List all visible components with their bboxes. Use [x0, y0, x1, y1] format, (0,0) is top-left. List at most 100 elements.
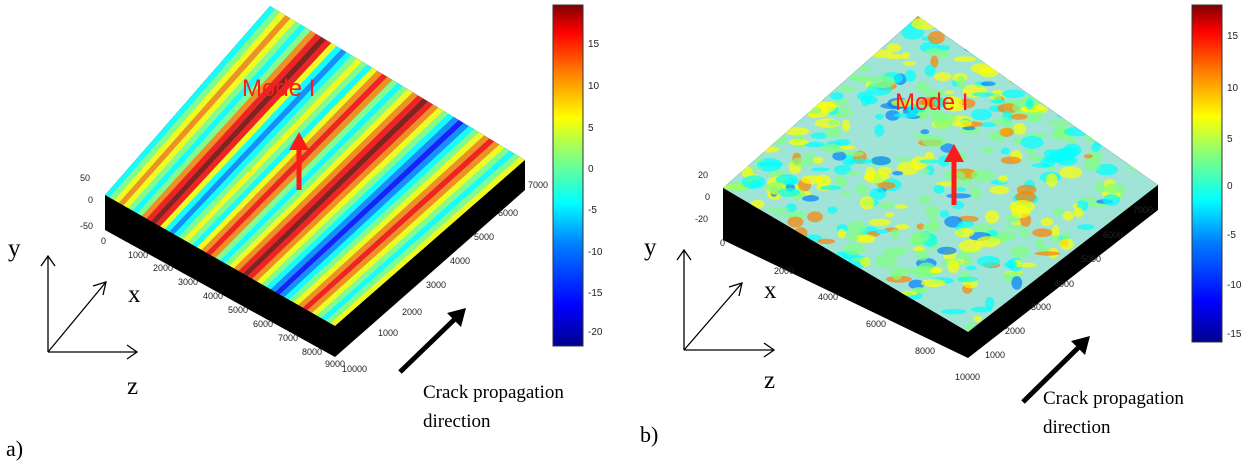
y-axis-letter: y: [644, 234, 657, 261]
surface-patch: [957, 276, 978, 283]
surface-ridge: [169, 49, 347, 235]
surface-patch: [1094, 180, 1105, 193]
surface-patch: [810, 132, 828, 139]
surface-patch: [1045, 173, 1058, 188]
colorbar-tick: 5: [588, 123, 594, 134]
surface-patch: [1008, 74, 1034, 84]
surface-patch: [1062, 210, 1074, 221]
surface-patch: [777, 188, 800, 197]
surface-patch: [785, 203, 797, 213]
surface-patch: [858, 65, 871, 71]
surface-patch: [956, 187, 966, 193]
surface-patch: [925, 48, 943, 56]
surface-ridge: [141, 30, 316, 219]
surface-patch: [791, 157, 814, 167]
x-tick: 8000: [915, 346, 935, 356]
surface-patch: [977, 255, 1001, 267]
surface-patch: [1094, 133, 1120, 140]
x-tick: 1000: [128, 250, 148, 260]
surface-patch: [922, 136, 947, 148]
colorbar-tick: 0: [1227, 181, 1233, 192]
x-tick: 0: [720, 238, 725, 248]
surface-patch: [972, 92, 995, 97]
surface-patch: [1102, 183, 1127, 194]
surface-roughness: [724, 16, 1151, 332]
surface-patch: [820, 185, 842, 190]
surface-patch: [820, 144, 847, 153]
surface-patch: [933, 184, 945, 194]
surface-patch: [1032, 228, 1053, 237]
surface-patch: [874, 113, 884, 120]
colorbar-tick: 0: [588, 164, 594, 175]
crack-label-line1: Crack propagation: [1043, 388, 1184, 409]
surface-patch: [837, 86, 857, 92]
surface-patch: [1056, 114, 1066, 118]
crack-arrow-shaft: [1021, 342, 1084, 404]
surface-patch: [915, 248, 929, 261]
colorbar-tick: -5: [588, 205, 597, 216]
surface-ridge: [266, 113, 454, 290]
surface-patch: [877, 166, 892, 176]
y-tick: 1000: [985, 350, 1005, 360]
surface-patch: [919, 159, 939, 164]
surface-patch: [891, 268, 903, 281]
surface-ridge: [289, 129, 480, 303]
surface-ridge: [105, 6, 276, 198]
surface-patch: [801, 195, 820, 202]
surface-ridge: [261, 110, 449, 287]
surface-ridge: [220, 83, 403, 264]
surface-ridge: [238, 95, 423, 274]
surface-patch: [1078, 116, 1100, 124]
surface-patch: [1006, 75, 1029, 82]
surface-patch: [1051, 224, 1060, 238]
surface-patch: [788, 139, 809, 146]
surface-patch: [840, 190, 851, 196]
surface-patch: [1025, 148, 1037, 155]
surface-ridge: [118, 15, 291, 206]
surface-patch: [1010, 204, 1031, 219]
x-tick-group: 0 1000 2000 3000 4000 5000 6000 7000 800…: [101, 236, 367, 374]
surface-ridge: [164, 46, 342, 232]
surface-ridge: [178, 55, 357, 240]
surface-patch: [770, 133, 787, 145]
surface-patch: [893, 113, 917, 118]
crack-arrow-head: [447, 308, 466, 327]
x-tick: 2000: [774, 266, 794, 276]
panel-b-figure: Mode I 20 0 -20 0 2000 4000 6000 8000 10…: [640, 4, 1242, 447]
y-axis-letter: y: [8, 235, 21, 262]
surface-patch: [783, 127, 810, 136]
z-tick: -50: [80, 221, 93, 231]
surface-patch: [937, 246, 957, 255]
surface-patch: [979, 122, 998, 128]
y-tick: 7000: [1133, 205, 1153, 215]
mode-label: Mode I: [242, 75, 315, 102]
surface-patch: [999, 127, 1014, 137]
surface-patch: [847, 236, 859, 242]
surface-patch: [912, 265, 937, 279]
colorbar-tick: -20: [588, 327, 603, 338]
surface-patch: [933, 98, 948, 108]
panel-label: b): [640, 422, 658, 447]
surface-ridge: [275, 119, 464, 295]
surface-patch: [941, 96, 963, 109]
fracture-surface: [105, 6, 525, 326]
surface-patch: [830, 92, 844, 100]
surface-ridge: [160, 42, 337, 230]
panel-label: a): [6, 436, 23, 461]
surface-patch: [1077, 224, 1095, 230]
surface-patch: [896, 161, 920, 176]
y-tick: 1000: [378, 328, 398, 338]
surface-ridge: [187, 61, 367, 245]
surface-patch: [1096, 138, 1112, 144]
surface-patch: [1035, 237, 1045, 248]
surface-patch: [834, 139, 851, 146]
surface-patch: [930, 55, 939, 68]
surface-patch: [900, 290, 918, 296]
y-tick: 3000: [1031, 302, 1051, 312]
surface-ridge: [123, 18, 296, 209]
surface-ridge: [321, 150, 515, 321]
surface-patch: [911, 287, 925, 292]
surface-patch: [1012, 138, 1024, 145]
y-tick: 3000: [426, 280, 446, 290]
surface-patch: [985, 296, 995, 310]
